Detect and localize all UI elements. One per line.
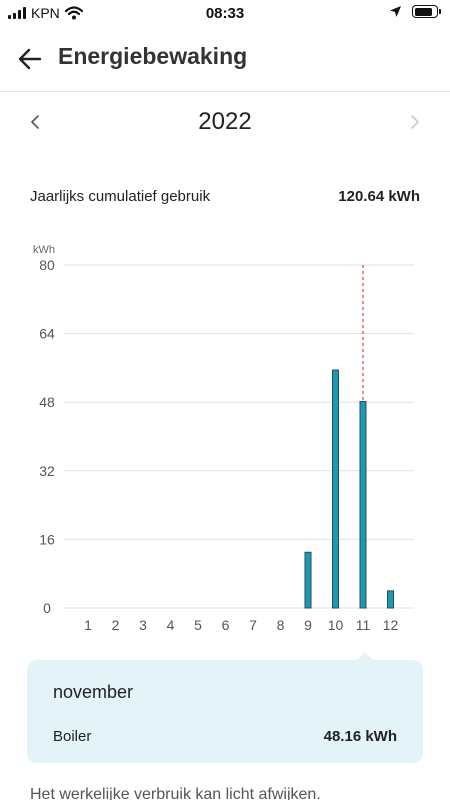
- x-tick-label: 8: [277, 617, 285, 633]
- y-tick-label: 64: [39, 326, 55, 342]
- y-axis-unit-label: kWh: [33, 244, 55, 256]
- x-tick-label: 1: [84, 617, 92, 633]
- summary-value: 120.64 kWh: [338, 188, 420, 205]
- chevron-left-icon[interactable]: [26, 112, 46, 132]
- footnote: Het werkelijke verbruik kan licht afwijk…: [30, 786, 321, 800]
- x-tick-label: 10: [328, 617, 344, 633]
- status-bar: KPN 08:33: [0, 0, 450, 28]
- bar-month-10[interactable]: [332, 369, 339, 609]
- x-tick-label: 9: [304, 617, 312, 633]
- carrier-label: KPN: [31, 5, 60, 21]
- x-tick-label: 3: [139, 617, 147, 633]
- chevron-right-icon[interactable]: [404, 112, 424, 132]
- y-tick-label: 16: [39, 531, 55, 547]
- summary-label: Jaarlijks cumulatief gebruik: [30, 188, 211, 205]
- arrow-left-icon[interactable]: [16, 46, 46, 72]
- page-title: Energiebewaking: [58, 43, 248, 69]
- y-tick-label: 48: [39, 394, 55, 410]
- yearly-summary: Jaarlijks cumulatief gebruik 120.64 kWh: [30, 188, 420, 210]
- x-tick-label: 6: [222, 617, 230, 633]
- location-arrow-icon: [390, 6, 401, 17]
- x-tick-label: 11: [356, 617, 371, 633]
- y-tick-label: 32: [39, 463, 55, 479]
- wifi-icon: [64, 6, 83, 20]
- y-tick-label: 0: [43, 600, 51, 616]
- selected-month-label: november: [53, 682, 134, 702]
- status-time: 08:33: [205, 5, 245, 22]
- year-label: 2022: [198, 108, 252, 135]
- x-tick-label: 2: [112, 617, 120, 633]
- status-right: [389, 5, 441, 18]
- x-tick-label: 4: [167, 617, 175, 633]
- x-tick-label: 12: [383, 617, 399, 633]
- status-left: KPN: [8, 5, 83, 21]
- x-tick-label: 5: [194, 617, 202, 633]
- x-tick-label: 7: [249, 617, 257, 633]
- bar-month-11[interactable]: [359, 401, 367, 609]
- bar-month-9[interactable]: [304, 551, 312, 609]
- battery-icon: [412, 5, 441, 18]
- y-tick-label: 80: [39, 257, 55, 273]
- signal-icon: [8, 7, 26, 19]
- app-header: Energiebewaking: [0, 28, 450, 92]
- bar-month-12[interactable]: [387, 590, 394, 609]
- year-navigation: 2022: [0, 100, 450, 144]
- selected-month-card: november Boiler 48.16 kWh: [27, 652, 423, 763]
- device-usage-value: 48.16 kWh: [323, 728, 397, 745]
- device-label: Boiler: [53, 728, 92, 745]
